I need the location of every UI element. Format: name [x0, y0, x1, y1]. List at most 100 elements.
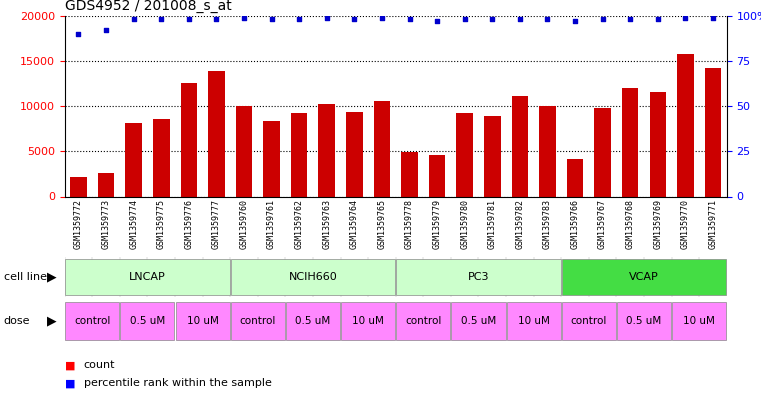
Text: GSM1359781: GSM1359781	[488, 199, 497, 250]
Text: GSM1359762: GSM1359762	[295, 199, 304, 250]
Text: GSM1359763: GSM1359763	[322, 199, 331, 250]
Text: NCIH660: NCIH660	[288, 272, 337, 282]
Text: GSM1359769: GSM1359769	[653, 199, 662, 250]
Bar	[622, 88, 638, 196]
Bar	[263, 121, 280, 196]
Point	[597, 16, 609, 22]
FancyBboxPatch shape	[341, 302, 395, 340]
Point	[155, 16, 167, 22]
FancyBboxPatch shape	[451, 302, 505, 340]
Point	[266, 16, 278, 22]
FancyBboxPatch shape	[176, 302, 230, 340]
Point	[100, 27, 112, 33]
Text: control: control	[571, 316, 607, 326]
Text: GSM1359767: GSM1359767	[598, 199, 607, 250]
Bar	[511, 96, 528, 196]
Text: GSM1359766: GSM1359766	[571, 199, 580, 250]
Text: GSM1359774: GSM1359774	[129, 199, 139, 250]
Text: GSM1359760: GSM1359760	[240, 199, 249, 250]
FancyBboxPatch shape	[231, 259, 395, 295]
Text: GSM1359765: GSM1359765	[377, 199, 387, 250]
Point	[72, 31, 84, 37]
Bar	[153, 119, 170, 196]
Text: ▶: ▶	[47, 315, 57, 328]
Point	[541, 16, 553, 22]
Text: 10 uM: 10 uM	[186, 316, 218, 326]
Text: GSM1359772: GSM1359772	[74, 199, 83, 250]
Point	[651, 16, 664, 22]
Point	[128, 16, 140, 22]
Point	[293, 16, 305, 22]
Text: 0.5 uM: 0.5 uM	[295, 316, 330, 326]
FancyBboxPatch shape	[617, 302, 671, 340]
Bar	[429, 155, 445, 196]
Text: GSM1359783: GSM1359783	[543, 199, 552, 250]
Text: PC3: PC3	[468, 272, 489, 282]
Point	[349, 16, 361, 22]
Bar	[374, 101, 390, 196]
Text: count: count	[84, 360, 115, 371]
FancyBboxPatch shape	[65, 259, 230, 295]
Text: control: control	[405, 316, 441, 326]
Point	[680, 15, 692, 21]
FancyBboxPatch shape	[562, 302, 616, 340]
FancyBboxPatch shape	[65, 302, 119, 340]
Bar	[457, 113, 473, 196]
FancyBboxPatch shape	[396, 259, 561, 295]
Text: GDS4952 / 201008_s_at: GDS4952 / 201008_s_at	[65, 0, 231, 13]
Text: 0.5 uM: 0.5 uM	[626, 316, 661, 326]
Text: GSM1359764: GSM1359764	[350, 199, 359, 250]
Bar	[539, 106, 556, 196]
Text: GSM1359770: GSM1359770	[681, 199, 690, 250]
FancyBboxPatch shape	[231, 302, 285, 340]
Text: 0.5 uM: 0.5 uM	[130, 316, 165, 326]
Text: GSM1359778: GSM1359778	[405, 199, 414, 250]
Bar	[484, 116, 501, 196]
Text: 10 uM: 10 uM	[517, 316, 549, 326]
Text: GSM1359768: GSM1359768	[626, 199, 635, 250]
Text: control: control	[74, 316, 110, 326]
Point	[403, 16, 416, 22]
Text: ▶: ▶	[47, 270, 57, 284]
Text: GSM1359779: GSM1359779	[432, 199, 441, 250]
Text: GSM1359777: GSM1359777	[212, 199, 221, 250]
Point	[486, 16, 498, 22]
Text: control: control	[240, 316, 276, 326]
Bar	[567, 160, 584, 196]
Point	[238, 15, 250, 21]
Text: dose: dose	[4, 316, 30, 326]
Point	[320, 15, 333, 21]
Text: 0.5 uM: 0.5 uM	[461, 316, 496, 326]
Bar	[677, 54, 694, 196]
Point	[569, 18, 581, 24]
Text: GSM1359771: GSM1359771	[708, 199, 718, 250]
Text: GSM1359761: GSM1359761	[267, 199, 276, 250]
Text: GSM1359780: GSM1359780	[460, 199, 470, 250]
Bar	[318, 104, 335, 196]
FancyBboxPatch shape	[120, 302, 174, 340]
Bar	[594, 108, 611, 196]
FancyBboxPatch shape	[562, 259, 726, 295]
Point	[459, 16, 471, 22]
Text: cell line: cell line	[4, 272, 47, 282]
Bar	[291, 113, 307, 196]
Text: 10 uM: 10 uM	[683, 316, 715, 326]
Point	[431, 18, 443, 24]
Bar	[126, 123, 142, 196]
Text: 10 uM: 10 uM	[352, 316, 384, 326]
Bar	[180, 83, 197, 196]
Bar	[705, 68, 721, 196]
Text: percentile rank within the sample: percentile rank within the sample	[84, 378, 272, 388]
Point	[624, 16, 636, 22]
Text: ■: ■	[65, 360, 75, 371]
Text: GSM1359782: GSM1359782	[515, 199, 524, 250]
Point	[210, 16, 222, 22]
Point	[376, 15, 388, 21]
FancyBboxPatch shape	[672, 302, 726, 340]
Point	[183, 16, 195, 22]
Bar	[70, 176, 87, 196]
Text: GSM1359773: GSM1359773	[101, 199, 110, 250]
FancyBboxPatch shape	[507, 302, 561, 340]
Bar	[97, 173, 114, 196]
Bar	[236, 106, 252, 196]
